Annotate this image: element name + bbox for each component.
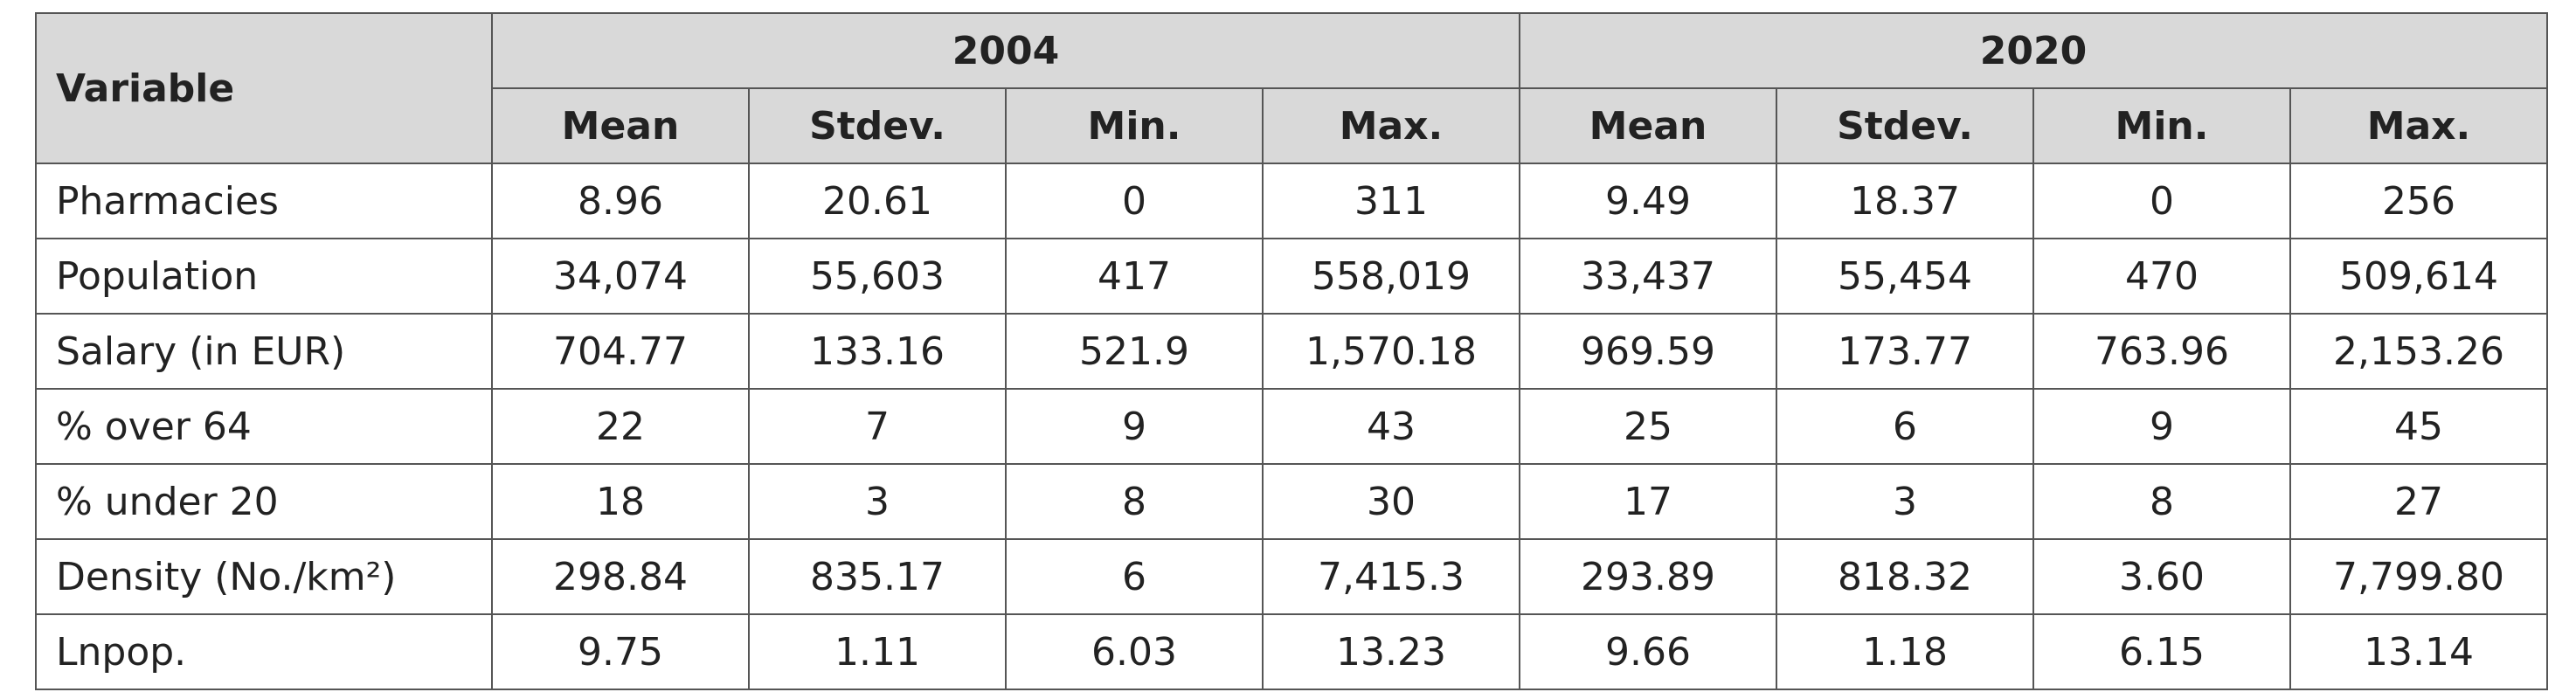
cell: 3: [748, 463, 1007, 540]
year-header: 2004: [491, 12, 1520, 89]
cell: 417: [1005, 238, 1264, 315]
cell: 25: [1519, 388, 1777, 465]
cell: 818.32: [1776, 538, 2034, 615]
cell: 55,603: [748, 238, 1007, 315]
data-row: Population 34,074 55,603 417 558,019 33,437 55…: [35, 238, 2548, 315]
cell: 6.03: [1005, 613, 1264, 690]
cell: 17: [1519, 463, 1777, 540]
cell: 6: [1776, 388, 2034, 465]
cell: 8.96: [491, 163, 750, 239]
column-header: Stdev.: [1776, 87, 2034, 164]
cell: 55,454: [1776, 238, 2034, 315]
table-body: Pharmacies 8.96 20.61 0 311 9.49 18.37 0 256 Popu…: [35, 163, 2548, 690]
cell: 13.23: [1262, 613, 1520, 690]
column-header: Mean: [491, 87, 750, 164]
cell: 27: [2289, 463, 2548, 540]
data-row: % under 20 18 3 8 30 17 3 8 27: [35, 463, 2548, 540]
column-header: Stdev.: [748, 87, 1007, 164]
data-row: Lnpop. 9.75 1.11 6.03 13.23 9.66 1.18 6.15 13.14: [35, 613, 2548, 690]
cell: 45: [2289, 388, 2548, 465]
header-row: Mean Stdev. Min. Max. Mean Stdev. Min. Max.: [36, 87, 2548, 164]
cell: 8: [1005, 463, 1264, 540]
cell: 33,437: [1519, 238, 1777, 315]
cell: 509,614: [2289, 238, 2548, 315]
statistics-table: Variable 2004 2020 Mean Stdev. Min. Max. Mean St…: [35, 12, 2548, 690]
cell: 9.66: [1519, 613, 1777, 690]
cell: 1,570.18: [1262, 313, 1520, 390]
column-header: Max.: [1262, 87, 1520, 164]
cell: 7: [748, 388, 1007, 465]
cell: 1.18: [1776, 613, 2034, 690]
cell: 34,074: [491, 238, 750, 315]
cell: 298.84: [491, 538, 750, 615]
cell: 9: [2032, 388, 2291, 465]
cell: 13.14: [2289, 613, 2548, 690]
cell: 1.11: [748, 613, 1007, 690]
cell: 6: [1005, 538, 1264, 615]
year-header: 2020: [1519, 12, 2548, 89]
cell: 256: [2289, 163, 2548, 239]
cell: 133.16: [748, 313, 1007, 390]
cell: 20.61: [748, 163, 1007, 239]
cell: 969.59: [1519, 313, 1777, 390]
cell: 558,019: [1262, 238, 1520, 315]
row-label: Salary (in EUR): [35, 313, 493, 390]
cell: 173.77: [1776, 313, 2034, 390]
row-label: % over 64: [35, 388, 493, 465]
row-label: Density (No./km²): [35, 538, 493, 615]
variable-header: Variable: [35, 12, 493, 164]
cell: 3.60: [2032, 538, 2291, 615]
cell: 9: [1005, 388, 1264, 465]
cell: 311: [1262, 163, 1520, 239]
data-row: Salary (in EUR) 704.77 133.16 521.9 1,570.18…: [35, 313, 2548, 390]
data-row: % over 64 22 7 9 43 25 6 9 45: [35, 388, 2548, 465]
cell: 30: [1262, 463, 1520, 540]
cell: 521.9: [1005, 313, 1264, 390]
row-label: Lnpop.: [35, 613, 493, 690]
cell: 7,799.80: [2289, 538, 2548, 615]
row-label: Population: [35, 238, 493, 315]
cell: 704.77: [491, 313, 750, 390]
cell: 0: [1005, 163, 1264, 239]
cell: 9.75: [491, 613, 750, 690]
cell: 6.15: [2032, 613, 2291, 690]
cell: 835.17: [748, 538, 1007, 615]
cell: 763.96: [2032, 313, 2291, 390]
cell: 470: [2032, 238, 2291, 315]
data-row: Density (No./km²) 298.84 835.17 6 7,415.3 293…: [35, 538, 2548, 615]
cell: 3: [1776, 463, 2034, 540]
cell: 2,153.26: [2289, 313, 2548, 390]
cell: 43: [1262, 388, 1520, 465]
column-header: Mean: [1519, 87, 1777, 164]
column-header: Min.: [2032, 87, 2291, 164]
cell: 18: [491, 463, 750, 540]
cell: 9.49: [1519, 163, 1777, 239]
header-row: Variable 2004 2020: [35, 12, 2548, 164]
row-label: Pharmacies: [35, 163, 493, 239]
cell: 7,415.3: [1262, 538, 1520, 615]
cell: 293.89: [1519, 538, 1777, 615]
table-header: Variable 2004 2020 Mean Stdev. Min. Max. Mean St…: [35, 12, 2548, 164]
cell: 22: [491, 388, 750, 465]
data-row: Pharmacies 8.96 20.61 0 311 9.49 18.37 0 256: [35, 163, 2548, 239]
cell: 18.37: [1776, 163, 2034, 239]
column-header: Min.: [1005, 87, 1264, 164]
cell: 8: [2032, 463, 2291, 540]
row-label: % under 20: [35, 463, 493, 540]
cell: 0: [2032, 163, 2291, 239]
column-header: Max.: [2289, 87, 2548, 164]
